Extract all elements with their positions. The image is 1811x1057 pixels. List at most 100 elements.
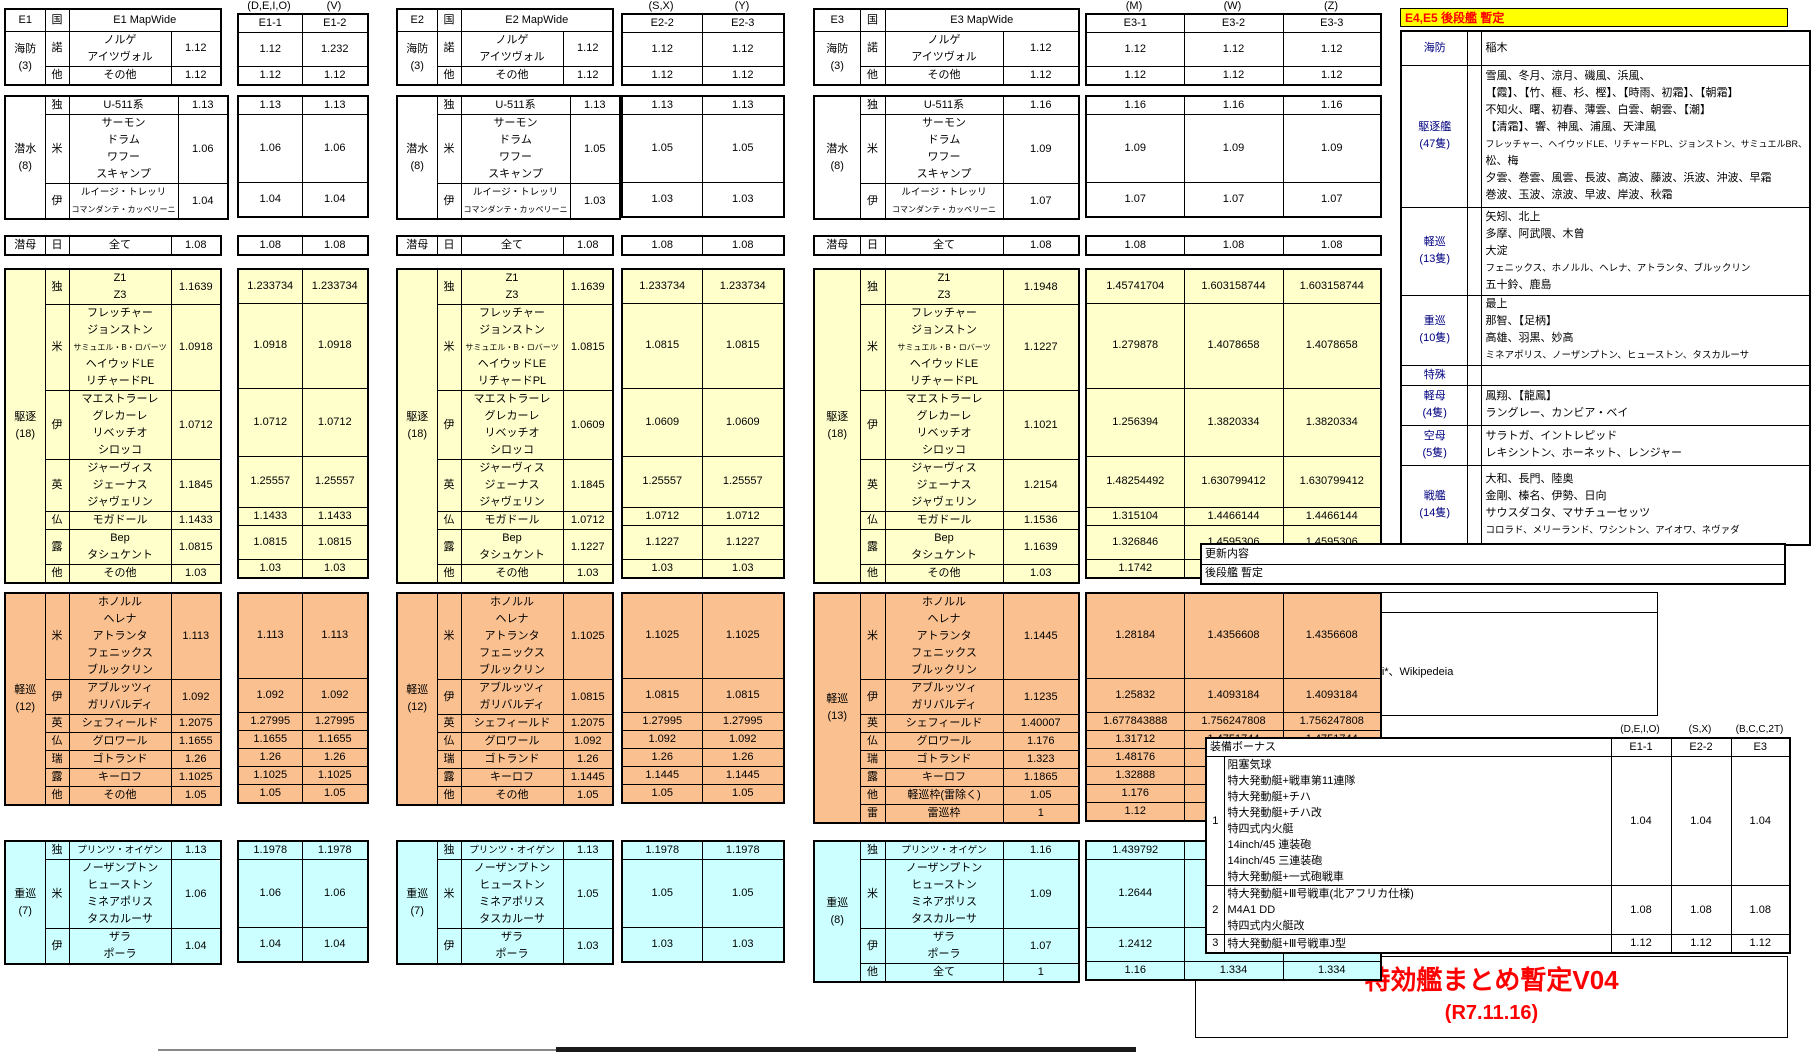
mapwide-value-cell: 1.1235 bbox=[1002, 679, 1080, 715]
country-cell: 日 bbox=[859, 235, 886, 256]
mapwide-value-cell: 1.092 bbox=[170, 679, 222, 715]
ship-list-line: レキシントン、ホーネット、レンジャー bbox=[1485, 447, 1683, 459]
ship-name: フレッチャー bbox=[87, 307, 153, 319]
mapwide-value-cell: 1.16 bbox=[1002, 840, 1080, 860]
e2-section-table: 潜母日 全て 1.08 bbox=[396, 235, 614, 256]
ship-list-line: 大和、長門、陸奥 bbox=[1485, 472, 1574, 485]
equipment-name: 特大発動艇+Ⅲ号戦車J型 bbox=[1227, 937, 1347, 950]
ship-name: シェフィールド bbox=[905, 717, 983, 729]
ship-name: ヘイウッドLE bbox=[909, 358, 979, 370]
mapwide-value-cell: 1.0815 bbox=[562, 304, 614, 391]
equipment-list-cell: 阻塞気球 特大発動艇+戦車第11連隊 特大発動艇+チハ 特大発動艇+チハ改 特四式内火艇… bbox=[1223, 756, 1612, 886]
bonus-value-cell: 1.03 bbox=[621, 182, 703, 217]
ship-class-label: 戦艦 bbox=[1423, 489, 1446, 502]
class-label: (8) bbox=[18, 159, 32, 172]
mapwide-value-cell: 1.05 bbox=[1002, 786, 1080, 805]
ship-name: サミュエル・B・ロバーツ bbox=[73, 343, 167, 352]
mapwide-value-cell: 1.08 bbox=[1002, 235, 1080, 256]
ship-name: Z1 bbox=[113, 272, 127, 284]
ships-cell: U-511系 bbox=[68, 95, 179, 115]
ship-name: グロワール bbox=[916, 735, 972, 747]
mapwide-value-cell: 1.04 bbox=[170, 928, 222, 965]
bonus-value-cell: 1.0712 bbox=[621, 506, 703, 526]
column-group-label: (Z) bbox=[1323, 0, 1339, 12]
ships-cell: グロワール bbox=[68, 732, 172, 751]
bonus-value-cell: 1.07 bbox=[1183, 182, 1284, 217]
bonus-value-cell: 1.08 bbox=[1183, 235, 1284, 256]
class-label: 海防 bbox=[14, 42, 37, 55]
mapwide-value-cell: 1.1021 bbox=[1002, 390, 1080, 460]
bonus-value-cell: 1.176 bbox=[1085, 783, 1185, 803]
ship-class-label: 軽母 bbox=[1423, 390, 1446, 402]
ships-cell: プリンツ・オイゲン bbox=[460, 840, 564, 860]
ship-name: ミネアポリス bbox=[479, 896, 545, 908]
mapwide-value-cell: 1.1227 bbox=[562, 529, 614, 565]
bonus-value-cell: 1.1433 bbox=[237, 506, 303, 526]
ship-list-line: 巻波、玉波、涼波、早波、岸波、秋霜 bbox=[1485, 189, 1673, 201]
mapwide-value-cell: 1.1845 bbox=[562, 459, 614, 512]
country-cell: 米 bbox=[859, 304, 886, 391]
ship-name: リベッチオ bbox=[92, 427, 148, 439]
ship-list-line: 夕雲、巻雲、風雲、長波、高波、藤波、浜波、沖波、早霜 bbox=[1485, 172, 1772, 184]
ship-name: 軽巡枠(雷除く) bbox=[907, 789, 981, 801]
bonus-value-cell: 1.1025 bbox=[237, 765, 303, 785]
mapwide-value-cell: 1.08 bbox=[170, 235, 222, 256]
ships-cell: ノルゲ アイツヴォル bbox=[68, 30, 172, 67]
bonus-value-cell: 1.04 bbox=[301, 927, 369, 962]
bonus-value-cell: 1.2412 bbox=[1085, 927, 1185, 962]
bonus-value-cell: 1.32888 bbox=[1085, 765, 1185, 785]
equipment-name: 14inch/45 三連装砲 bbox=[1227, 855, 1323, 867]
ship-class-label: (5隻) bbox=[1422, 447, 1447, 459]
bonus-value-cell: 1.0815 bbox=[237, 524, 303, 560]
ship-name: グレカーレ bbox=[916, 410, 972, 422]
mapwide-value-cell: 1.05 bbox=[562, 786, 614, 806]
ship-list-line: 最上 bbox=[1485, 298, 1508, 310]
mapwide-value-cell: 1.26 bbox=[170, 750, 222, 769]
bonus-value-cell: 1.12 bbox=[621, 66, 703, 86]
ship-name: ノルゲ bbox=[927, 33, 961, 46]
ship-name: ゴトランド bbox=[916, 753, 972, 765]
bonus-value-cell: 1.12 bbox=[1183, 66, 1284, 86]
ship-name: Z1 bbox=[937, 272, 951, 284]
ships-cell: その他 bbox=[460, 564, 564, 584]
ship-name: Z3 bbox=[113, 289, 127, 301]
ships-cell: キーロフ bbox=[68, 768, 172, 787]
mapwide-value-cell: 1.16 bbox=[1002, 95, 1080, 115]
map-title-cell: E1 MapWide bbox=[68, 8, 222, 32]
column-group-label: (S,X) bbox=[1688, 724, 1712, 735]
ships-cell: その他 bbox=[460, 65, 564, 85]
bonus-value-cell: 1.12 bbox=[1730, 934, 1791, 954]
ship-name: シェフィールド bbox=[473, 717, 551, 729]
class-label-cell: 軽巡 (12) bbox=[4, 592, 46, 806]
bonus-value-cell: 1.08 bbox=[1670, 885, 1732, 935]
ship-name: リチャードPL bbox=[909, 375, 979, 387]
ship-list-line: 金剛、榛名、伊勢、日向 bbox=[1485, 489, 1607, 502]
ship-name: Bep bbox=[502, 532, 522, 544]
ship-name: ジェーナス bbox=[916, 479, 972, 491]
ship-name: その他 bbox=[927, 567, 961, 579]
country-cell: 伊 bbox=[859, 183, 886, 220]
class-label: (3) bbox=[410, 59, 424, 72]
mapwide-value-cell: 1.03 bbox=[569, 183, 621, 220]
ship-name: ポーラ bbox=[495, 948, 529, 960]
ship-name: タシュケント bbox=[911, 549, 977, 561]
value-column-header: E1-2 bbox=[301, 13, 369, 33]
ships-cell: キーロフ bbox=[884, 768, 1004, 787]
bonus-value-cell: 1.233734 bbox=[701, 268, 785, 304]
ship-name: ミネアポリス bbox=[911, 896, 977, 908]
ship-name: プリンツ・オイゲン bbox=[901, 845, 987, 856]
mapwide-value-cell: 1.113 bbox=[170, 592, 222, 680]
e2-values-table: 1.233734 1.233734 1.0815 1.0815 1.0609 1.0609… bbox=[621, 268, 785, 579]
mapwide-value-cell: 1.1445 bbox=[562, 768, 614, 787]
ship-list-line: コロラド、メリーランド、ワシントン、アイオワ、ネヴァダ bbox=[1485, 524, 1740, 536]
e3-values-table: 1.45741704 1.603158744 1.603158744 1.279878… bbox=[1085, 268, 1382, 579]
bonus-value-cell: 1.4466144 bbox=[1183, 506, 1284, 526]
mapwide-value-cell: 1 bbox=[1002, 963, 1080, 983]
ships-cell: ノーザンプトン ヒューストン ミネアポリス タスカルーサ bbox=[460, 859, 564, 929]
mapwide-value-cell: 1.06 bbox=[177, 114, 229, 184]
ship-name: キーロフ bbox=[490, 771, 534, 783]
country-cell: 米 bbox=[436, 859, 462, 929]
country-cell: 独 bbox=[436, 95, 462, 115]
country-cell: 露 bbox=[859, 768, 886, 787]
e2-values-table: 1.08 1.08 bbox=[621, 235, 785, 256]
